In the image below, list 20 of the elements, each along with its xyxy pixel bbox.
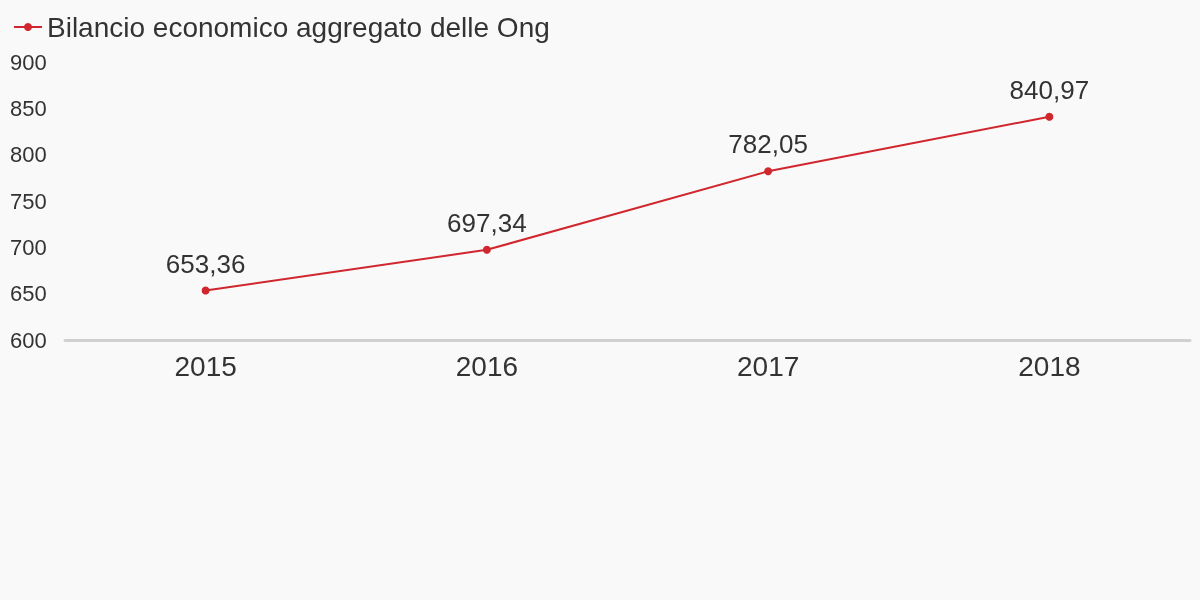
y-tick-label: 650 (10, 281, 47, 307)
y-tick-label: 700 (10, 234, 47, 260)
data-label: 782,05 (728, 129, 808, 160)
y-tick-label: 850 (10, 95, 47, 121)
point (764, 167, 773, 176)
data-label: 653,36 (165, 248, 246, 279)
data-label: 697,34 (447, 207, 527, 238)
y-tick-label: 800 (10, 142, 47, 168)
x-tick-label: 2018 (1018, 350, 1081, 382)
y-tick-label: 600 (10, 327, 47, 353)
point (482, 245, 491, 254)
y-tick-label: 750 (10, 188, 47, 214)
point (201, 286, 210, 295)
data-label: 840,97 (1009, 74, 1090, 105)
legend-label: Bilancio economico aggregato delle Ong (47, 11, 550, 43)
x-tick-label: 2016 (455, 350, 519, 382)
x-tick-label: 2017 (736, 350, 800, 382)
y-tick-label: 900 (10, 49, 47, 75)
point (1045, 112, 1054, 121)
x-tick-label: 2015 (174, 350, 237, 382)
